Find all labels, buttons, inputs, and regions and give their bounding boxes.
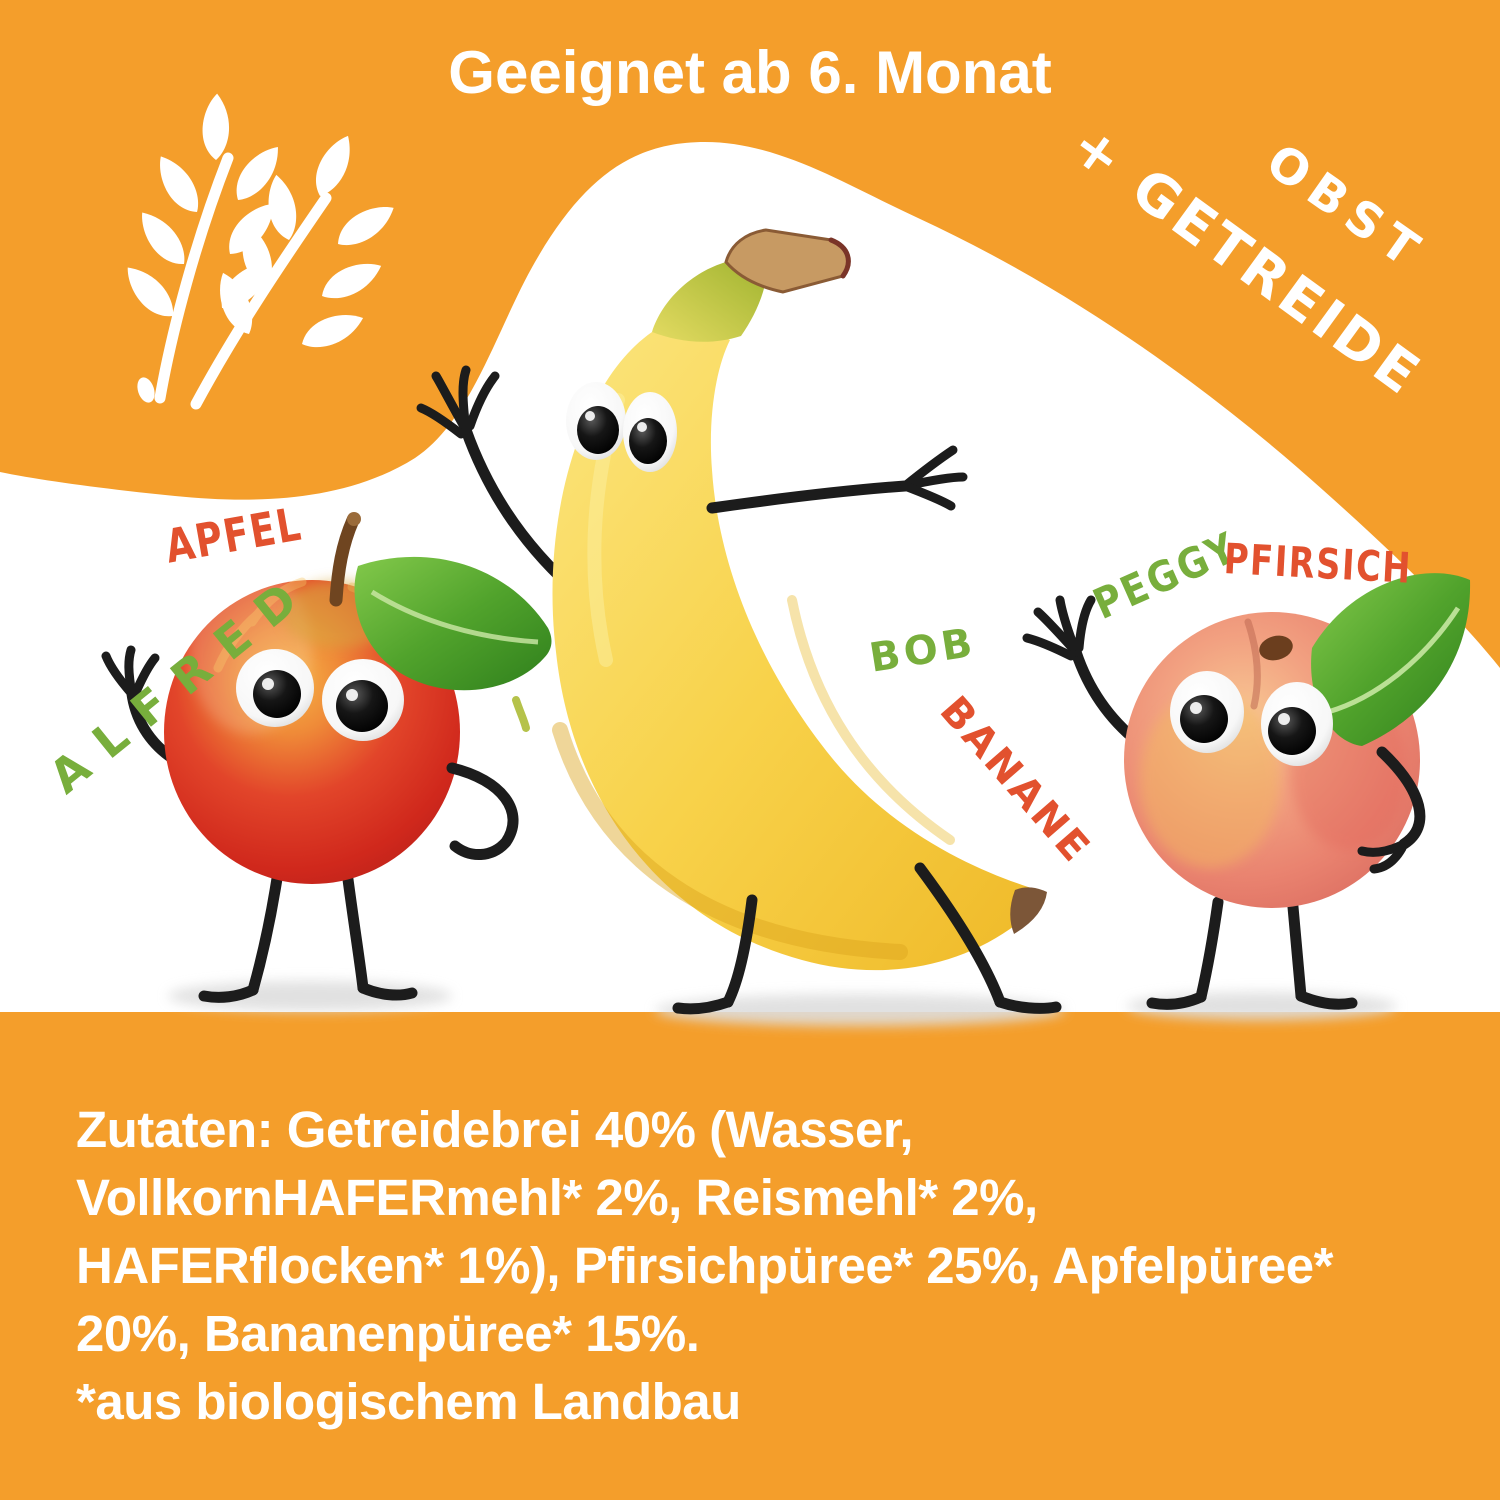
banana-googly-eyes (566, 382, 677, 472)
ingredients-footnote: *aus biologischem Landbau (76, 1373, 741, 1430)
peach-leaf (1311, 573, 1471, 746)
ingredients-block: Zutaten: Getreidebrei 40% (Wasser, Vollk… (76, 1096, 1333, 1436)
peach-legs (1146, 890, 1358, 1010)
apple-leaf (354, 556, 552, 691)
banana-stem (652, 258, 768, 342)
peach-googly-eyes (1170, 671, 1333, 766)
peach-character (1022, 573, 1471, 1010)
ingredients-line: VollkornHAFERmehl* 2%, Reismehl* 2%, (76, 1169, 1038, 1226)
top-orange-wave (0, 0, 1500, 668)
apple-stem (329, 513, 360, 607)
suitability-title: Geeignet ab 6. Monat (448, 39, 1052, 106)
wheat-icon (115, 92, 399, 410)
bottom-orange-band (0, 1012, 1500, 1500)
banana-character (416, 228, 1062, 1015)
ingredients-line: HAFERflocken* 1%), Pfirsichpüree* 25%, A… (76, 1237, 1333, 1294)
banana-right-arm (706, 445, 968, 514)
peach-right-arm (1357, 746, 1426, 874)
apple-right-arm (446, 762, 519, 860)
peach-crease (1244, 618, 1261, 710)
apple-googly-eyes (236, 649, 404, 741)
ingredients-line: 20%, Bananenpüree* 15%. (76, 1305, 700, 1362)
ingredients-line: Zutaten: Getreidebrei 40% (Wasser, (76, 1101, 914, 1158)
banana-body (552, 329, 1044, 971)
apple-character (101, 512, 552, 1003)
label-peach-fruit-name: PFIRSICH (1222, 534, 1414, 593)
banana-tip (1010, 887, 1047, 934)
banana-legs (672, 862, 1062, 1015)
peach-stem (1259, 635, 1293, 661)
